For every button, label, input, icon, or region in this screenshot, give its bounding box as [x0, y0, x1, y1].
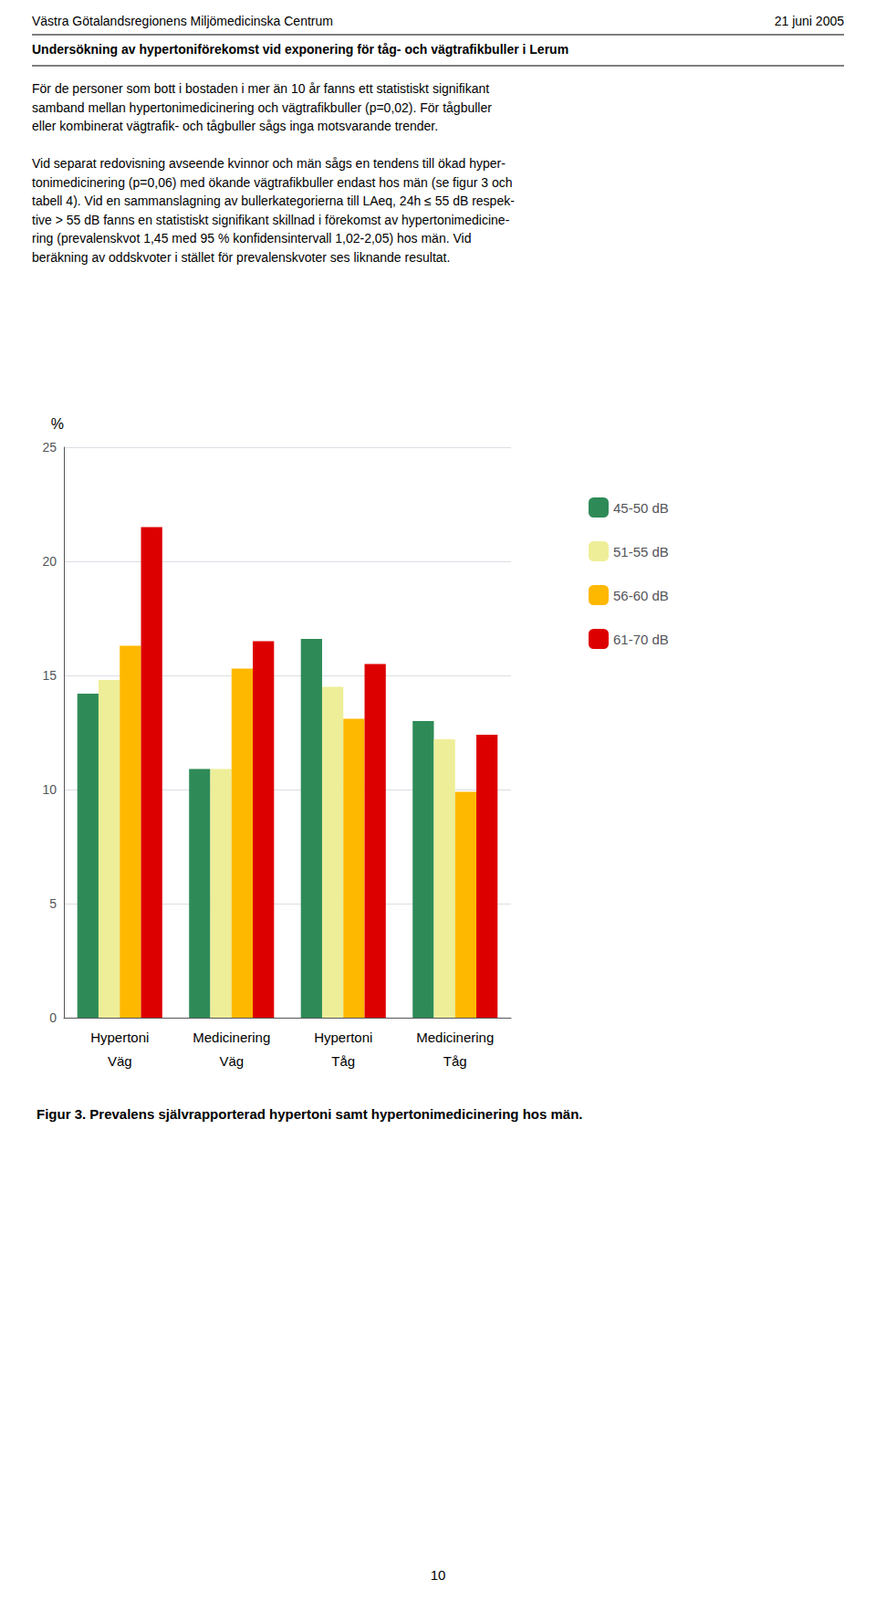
- svg-text:ring (prevalenskvot 1,45 med 9: ring (prevalenskvot 1,45 med 95 % konfid…: [31, 230, 471, 246]
- svg-text:Hypertoni: Hypertoni: [313, 1029, 373, 1045]
- svg-text:56-60 dB: 56-60 dB: [613, 587, 669, 604]
- svg-text:25: 25: [41, 439, 57, 455]
- svg-text:samband mellan hypertonimedici: samband mellan hypertonimedicinering och…: [31, 100, 492, 115]
- svg-text:beräkning av oddskvoter i stäl: beräkning av oddskvoter i stället för pr…: [31, 250, 450, 265]
- svg-text:eller kombinerat vägtrafik- oc: eller kombinerat vägtrafik- och tågbulle…: [31, 118, 438, 134]
- svg-text:21 juni 2005: 21 juni 2005: [774, 13, 845, 29]
- svg-text:0: 0: [49, 1010, 57, 1025]
- svg-text:Västra Götalandsregionens Milj: Västra Götalandsregionens Miljömedicinsk…: [31, 13, 334, 29]
- svg-text:Figur 3. Prevalens självrappor: Figur 3. Prevalens självrapporterad hype…: [36, 1105, 584, 1122]
- svg-text:tive > 55 dB fanns en statisti: tive > 55 dB fanns en statistiskt signif…: [31, 212, 511, 228]
- svg-text:För de personer som bott i bos: För de personer som bott i bostaden i me…: [31, 81, 490, 96]
- svg-text:Vid separat redovisning avseen: Vid separat redovisning avseende kvinnor…: [31, 156, 506, 171]
- svg-text:15: 15: [41, 667, 57, 683]
- svg-text:Undersökning av hypertoniförek: Undersökning av hypertoniförekomst vid e…: [31, 41, 569, 57]
- svg-text:Väg: Väg: [107, 1053, 133, 1069]
- svg-text:Tåg: Tåg: [331, 1053, 355, 1069]
- svg-text:10: 10: [41, 782, 57, 797]
- svg-text:%: %: [51, 416, 64, 432]
- svg-text:5: 5: [49, 896, 57, 911]
- svg-text:tonimedicinering (p=0,06) med: tonimedicinering (p=0,06) med ökande väg…: [31, 175, 512, 190]
- svg-text:tabell 4). Vid en sammanslagni: tabell 4). Vid en sammanslagning av bull…: [31, 193, 515, 209]
- svg-text:10: 10: [430, 1566, 447, 1583]
- svg-text:51-55 dB: 51-55 dB: [613, 543, 669, 560]
- svg-text:Hypertoni: Hypertoni: [90, 1029, 149, 1045]
- svg-text:Väg: Väg: [219, 1053, 244, 1069]
- svg-text:45-50 dB: 45-50 dB: [613, 500, 669, 516]
- svg-text:Medicinering: Medicinering: [416, 1029, 494, 1045]
- svg-text:20: 20: [41, 553, 57, 569]
- svg-text:Medicinering: Medicinering: [192, 1029, 271, 1045]
- svg-text:61-70 dB: 61-70 dB: [613, 631, 669, 647]
- svg-text:Tåg: Tåg: [443, 1053, 468, 1069]
